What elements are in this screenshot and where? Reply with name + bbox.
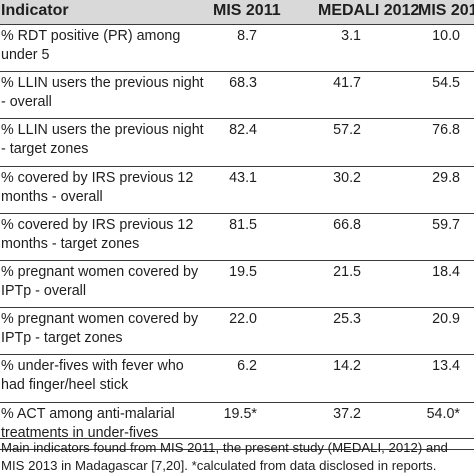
value-medali-2012: 3.1 [341,28,361,44]
value-mis-2013: 29.8 [432,169,460,186]
table-row: % under-fives with fever who had finger/… [0,355,474,403]
table-row: % covered by IRS previous 12 months - ov… [0,167,474,214]
header-medali-2012: MEDALI 2012 [318,2,420,19]
footnote-line-1: Main indicators found from MIS 2011, the… [1,440,448,455]
value-mis-2011: 43.1 [229,169,257,186]
indicator-label: % ACT among anti-malarial treatments in … [1,405,175,441]
value-mis-2013: 13.4 [432,358,460,375]
value-mis-2013: 59.7 [432,216,460,233]
indicator-label: % covered by IRS previous 12 months - ta… [1,216,194,252]
value-mis-2013: 54.5 [432,75,460,92]
table-footnote: Main indicators found from MIS 2011, the… [0,438,474,476]
indicators-table: Indicator MIS 2011 MEDALI 2012 MIS 2013 … [0,0,474,450]
footnote-line-2: MIS 2013 in Madagascar [7,20]. *calculat… [1,458,437,473]
indicator-label: % LLIN users the previous night - overal… [1,75,204,111]
value-medali-2012: 41.7 [333,75,361,92]
value-mis-2011: 6.2 [237,358,257,375]
value-mis-2013: 54.0* [426,405,460,422]
table-header: Indicator MIS 2011 MEDALI 2012 MIS 2013 [0,0,474,25]
value-mis-2011: 81.5 [229,216,257,233]
header-indicator: Indicator [1,2,69,19]
table-row: % RDT positive (PR) among under 5 8.7 3.1 1… [0,25,474,73]
indicator-label: % under-fives with fever who had finger/… [1,358,184,394]
value-mis-2011: 8.7 [237,28,257,44]
table-row: % LLIN users the previous night - overal… [0,72,474,120]
value-medali-2012: 57.2 [333,122,361,139]
value-mis-2011: 68.3 [229,75,257,92]
table-row: % pregnant women covered by IPTp - overa… [0,261,474,309]
table-row: % ACT among anti-malarial treatments in … [0,403,474,450]
value-mis-2013: 76.8 [432,122,460,139]
value-medali-2012: 25.3 [333,311,361,328]
indicator-label: % pregnant women covered by IPTp - targe… [1,311,199,347]
value-medali-2012: 14.2 [333,358,361,375]
value-mis-2013: 18.4 [432,263,460,280]
value-mis-2013: 20.9 [432,311,460,328]
value-mis-2013: 10.0 [432,28,460,44]
header-mis-2011: MIS 2011 [213,2,281,19]
indicator-label: % RDT positive (PR) among under 5 [1,28,181,63]
value-medali-2012: 66.8 [333,216,361,233]
value-medali-2012: 21.5 [333,263,361,280]
table-row: % pregnant women covered by IPTp - targe… [0,308,474,356]
value-mis-2011: 19.5* [223,405,257,422]
value-mis-2011: 82.4 [229,122,257,139]
table-row: % covered by IRS previous 12 months - ta… [0,214,474,261]
indicator-label: % pregnant women covered by IPTp - overa… [1,263,199,299]
value-mis-2011: 19.5 [229,263,257,280]
header-mis-2013: MIS 2013 [418,2,474,19]
value-mis-2011: 22.0 [229,311,257,328]
value-medali-2012: 37.2 [333,405,361,422]
table-row: % LLIN users the previous night - target… [0,119,474,167]
value-medali-2012: 30.2 [333,169,361,186]
table-body: % RDT positive (PR) among under 5 8.7 3.1 1… [0,25,474,450]
indicator-label: % LLIN users the previous night - target… [1,122,204,158]
indicator-label: % covered by IRS previous 12 months - ov… [1,169,194,205]
